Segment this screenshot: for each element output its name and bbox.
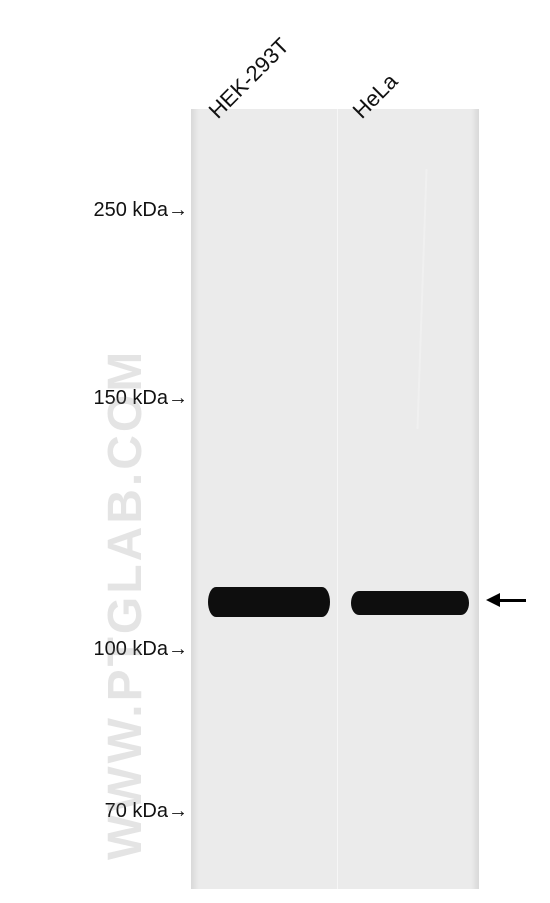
blot-figure: HEK-293T HeLa 250 kDa→ 150 kDa→ 100 kDa→… bbox=[0, 0, 550, 903]
membrane-edge-left bbox=[191, 109, 199, 889]
watermark-text: WWW.PTGLAB.COM bbox=[98, 349, 153, 860]
lane-divider bbox=[337, 109, 338, 889]
blot-membrane bbox=[191, 109, 479, 889]
arrow-shaft bbox=[500, 599, 526, 602]
marker-250kda: 250 kDa→ bbox=[94, 199, 189, 222]
membrane-edge-right bbox=[471, 109, 479, 889]
artifact-streak bbox=[416, 169, 427, 429]
band-lane-1 bbox=[208, 587, 330, 617]
band-lane-2 bbox=[351, 591, 469, 615]
arrow-head-icon bbox=[486, 593, 500, 607]
target-band-arrow bbox=[486, 593, 526, 607]
